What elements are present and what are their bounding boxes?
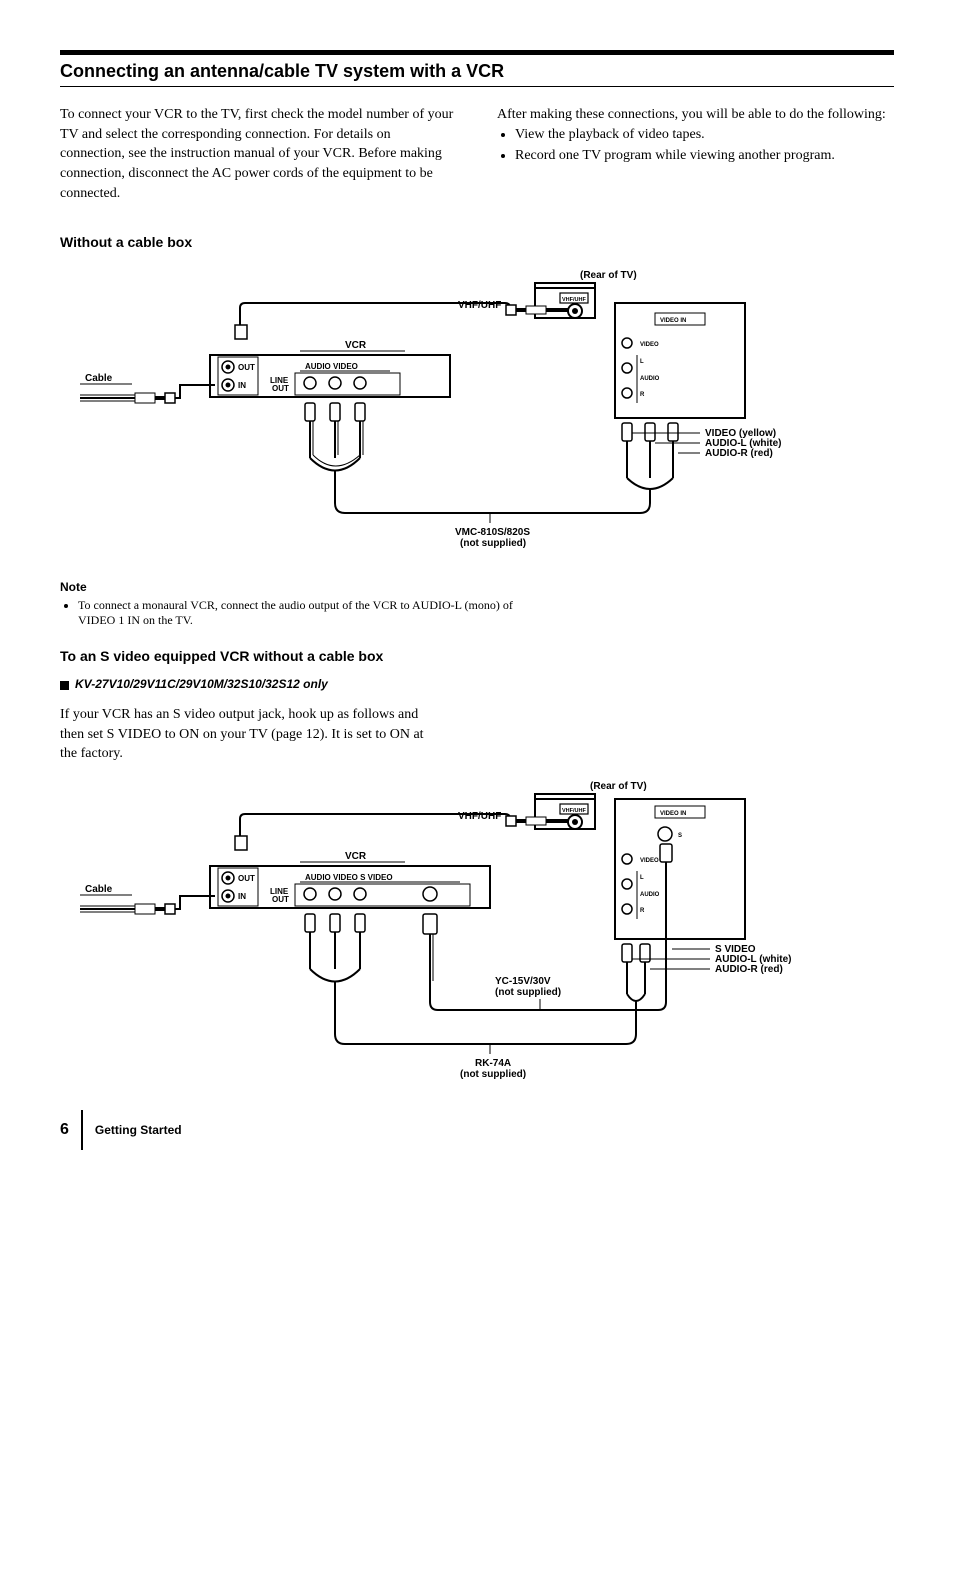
svg-text:VIDEO IN: VIDEO IN: [660, 318, 686, 324]
svg-text:AUDIO: AUDIO: [640, 376, 660, 382]
svg-text:VMC-810S/820S: VMC-810S/820S: [455, 527, 530, 538]
model-line: KV-27V10/29V11C/29V10M/32S10/32S12 only: [60, 676, 894, 693]
sec2-heading: To an S video equipped VCR without a cab…: [60, 647, 894, 667]
intro-left: To connect your VCR to the TV, first che…: [60, 105, 457, 203]
d1-vhf-uhf: VHF/UHF: [458, 300, 501, 311]
d1-vcr: VCR: [345, 340, 367, 351]
svg-text:R: R: [640, 392, 645, 398]
intro-bullet: Record one TV program while viewing anot…: [515, 146, 894, 166]
d1-rear-of-tv: (Rear of TV): [580, 270, 637, 281]
d2-rear-of-tv: (Rear of TV): [590, 781, 647, 792]
sec1-heading: Without a cable box: [60, 233, 894, 253]
page-footer: 6 Getting Started: [60, 1110, 894, 1150]
svg-text:AUDIO: AUDIO: [640, 892, 660, 898]
svg-text:IN: IN: [238, 892, 246, 901]
svg-text:AUDIO VIDEO S VIDEO: AUDIO VIDEO S VIDEO: [305, 873, 393, 882]
footer-section-label: Getting Started: [95, 1122, 182, 1139]
svg-text:L: L: [640, 875, 644, 881]
svg-text:(not supplied): (not supplied): [495, 987, 561, 998]
svg-text:YC-15V/30V: YC-15V/30V: [495, 976, 551, 987]
intro-bullet: View the playback of video tapes.: [515, 125, 894, 145]
svg-text:IN: IN: [238, 381, 246, 390]
svg-text:Cable: Cable: [85, 884, 113, 895]
svg-text:(not supplied): (not supplied): [460, 1069, 526, 1080]
svg-text:OUT: OUT: [238, 363, 255, 372]
svg-text:AUDIO VIDEO: AUDIO VIDEO: [305, 362, 358, 371]
sec2-body: If your VCR has an S video output jack, …: [60, 705, 440, 764]
diagram-s-video: (Rear of TV) VHF/UHF VIDEO IN S VIDEO L …: [60, 774, 894, 1094]
intro-right-lead: After making these connections, you will…: [497, 105, 894, 125]
svg-text:R: R: [640, 908, 645, 914]
diagram-without-cable-box: (Rear of TV) VHF/UHF VIDEO IN VIDEO L AU…: [60, 263, 894, 563]
svg-text:RK-74A: RK-74A: [475, 1058, 511, 1069]
svg-text:VHF/UHF: VHF/UHF: [458, 811, 501, 822]
svg-text:(not supplied): (not supplied): [460, 538, 526, 549]
svg-text:OUT: OUT: [238, 874, 255, 883]
note-item: To connect a monaural VCR, connect the a…: [78, 598, 518, 629]
intro-columns: To connect your VCR to the TV, first che…: [60, 105, 894, 203]
svg-text:S: S: [678, 833, 682, 839]
page-number: 6: [60, 1119, 69, 1141]
svg-text:VIDEO: VIDEO: [640, 342, 659, 348]
d1-cable: Cable: [85, 373, 113, 384]
svg-text:AUDIO-R (red): AUDIO-R (red): [705, 448, 773, 459]
svg-text:VHF/UHF: VHF/UHF: [562, 297, 586, 303]
svg-text:L: L: [640, 359, 644, 365]
svg-text:VHF/UHF: VHF/UHF: [562, 808, 586, 814]
svg-text:AUDIO-R (red): AUDIO-R (red): [715, 964, 783, 975]
svg-text:LINEOUT: LINEOUT: [270, 887, 289, 904]
svg-text:VIDEO: VIDEO: [640, 858, 659, 864]
svg-text:VIDEO IN: VIDEO IN: [660, 811, 686, 817]
svg-text:VCR: VCR: [345, 851, 367, 862]
note-heading: Note: [60, 579, 894, 596]
page-title: Connecting an antenna/cable TV system wi…: [60, 59, 894, 87]
svg-text:LINEOUT: LINEOUT: [270, 376, 289, 393]
